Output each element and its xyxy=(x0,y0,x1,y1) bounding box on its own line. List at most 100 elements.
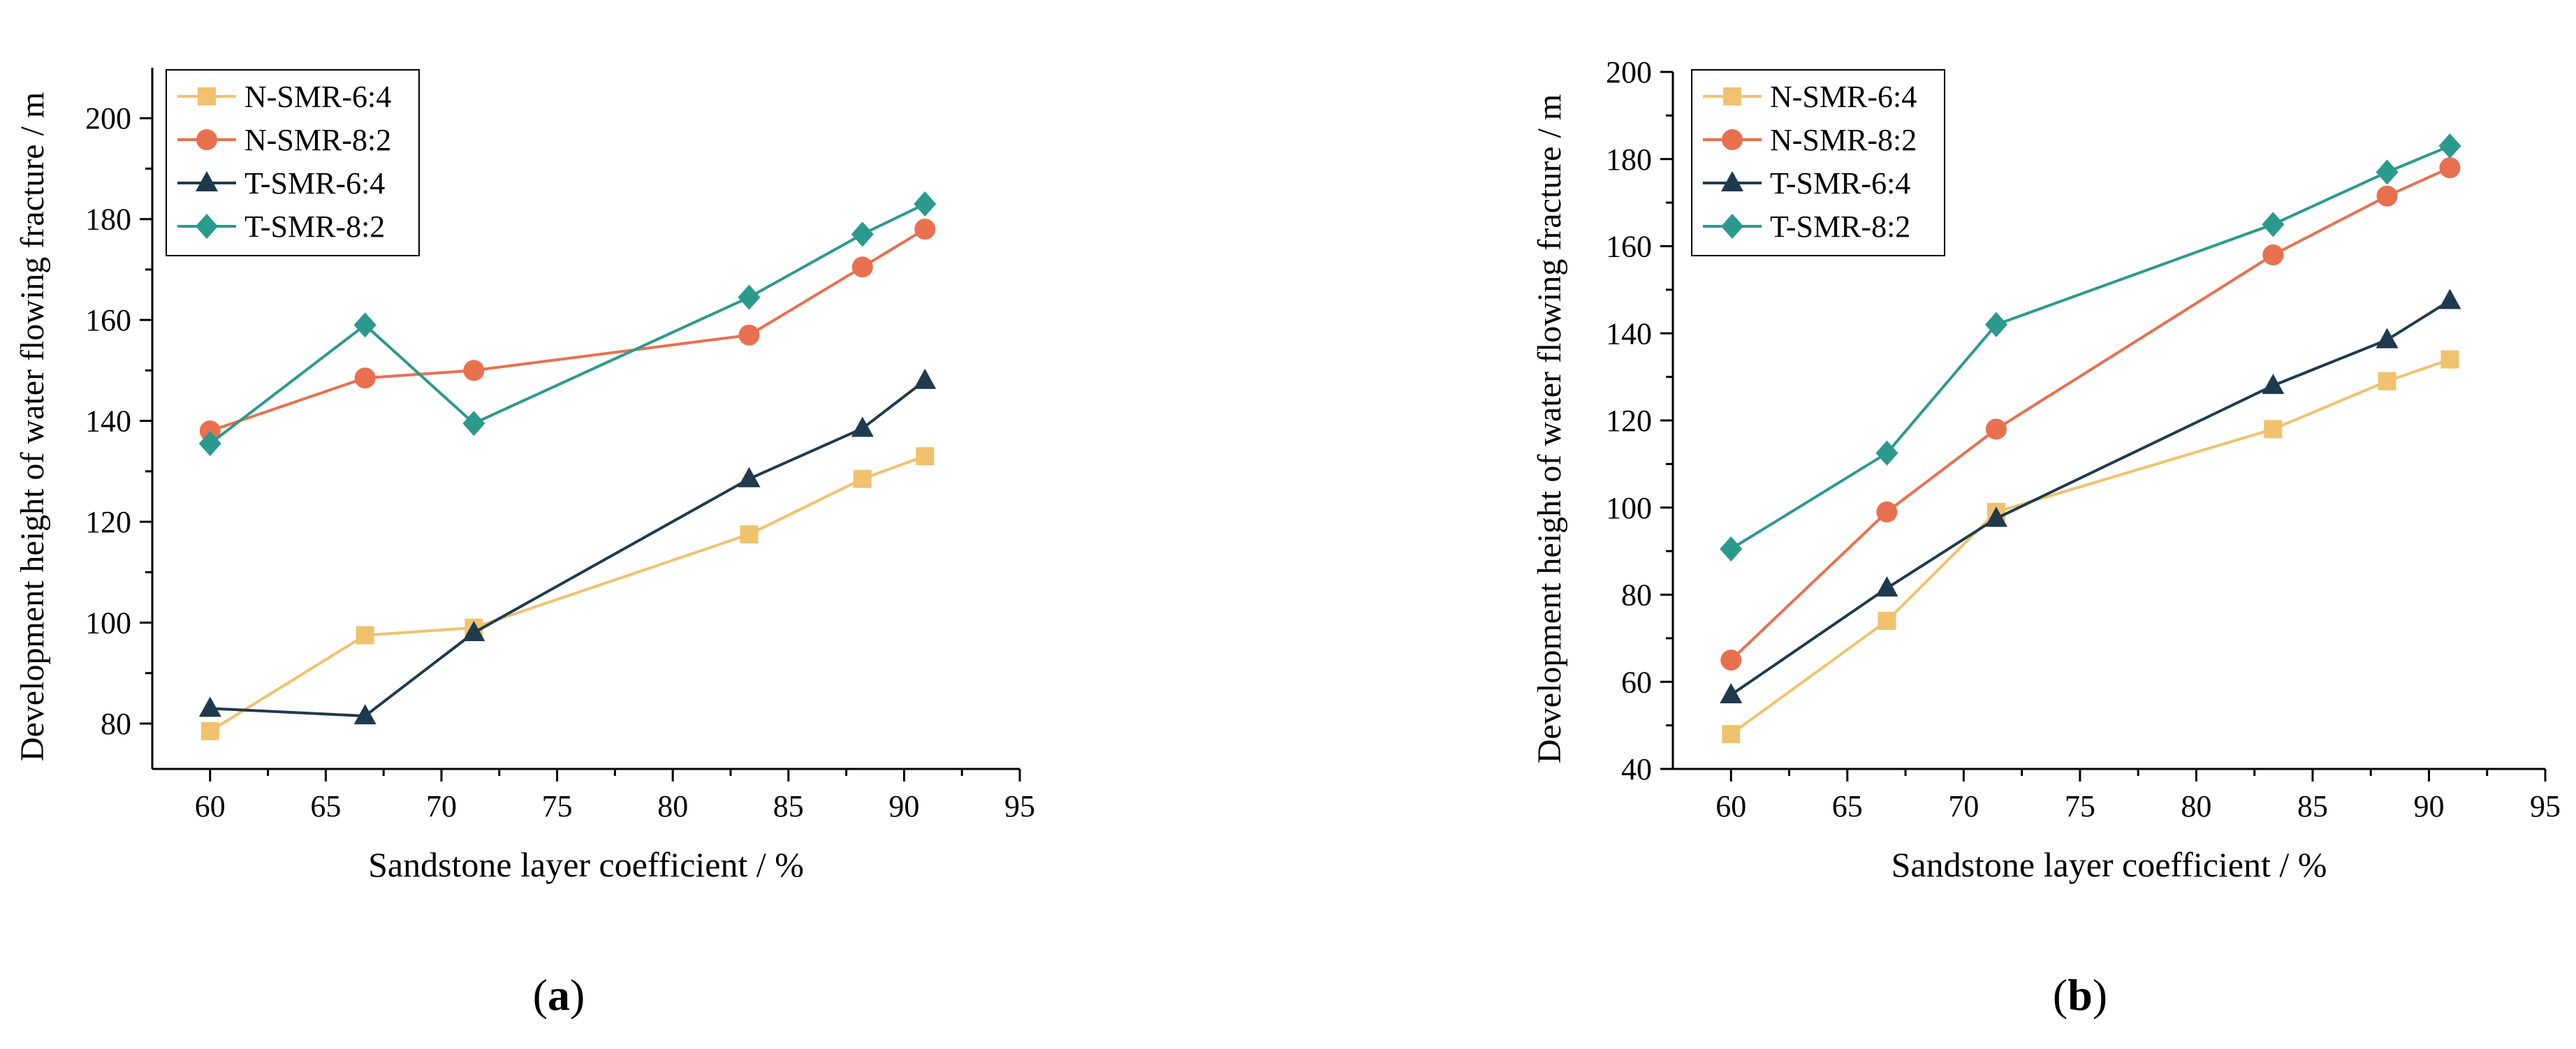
y-tick-label: 120 xyxy=(85,505,131,539)
panel-label-b: (b) xyxy=(2053,970,2107,1020)
x-tick-label: 70 xyxy=(1948,789,1979,823)
legend-label-T-SMR-8:2: T-SMR-8:2 xyxy=(244,210,385,244)
y-tick-label: 140 xyxy=(85,404,131,439)
legend-marker-N-SMR-8:2 xyxy=(1722,129,1743,150)
data-point-N-SMR-8:2-0 xyxy=(199,420,221,442)
data-point-T-SMR-6:4-2 xyxy=(462,620,485,641)
legend-label-T-SMR-8:2: T-SMR-8:2 xyxy=(1770,210,1910,244)
data-point-T-SMR-6:4-4 xyxy=(2376,328,2399,349)
y-tick-label: 100 xyxy=(85,606,131,640)
series-line-N-SMR-8:2 xyxy=(1729,166,2451,661)
data-point-T-SMR-6:4-0 xyxy=(1720,682,1743,703)
legend: N-SMR-6:4 N-SMR-8:2 T-SMR-6:4 T-SMR-8:2 xyxy=(166,69,420,256)
x-tick-label: 95 xyxy=(1004,789,1035,823)
chart-panel-b: 60 65 70 75 80 85 90 95 40 60 80 100 120 140 160 180 200… xyxy=(1531,55,2561,1020)
panel-label-a: (a) xyxy=(533,970,585,1020)
data-point-N-SMR-6:4-0 xyxy=(1722,725,1741,744)
legend-label-N-SMR-8:2: N-SMR-8:2 xyxy=(1770,123,1917,157)
data-point-T-SMR-8:2-4 xyxy=(2376,159,2399,185)
data-point-T-SMR-6:4-0 xyxy=(198,696,221,717)
y-axis-title: Development height of water flowing frac… xyxy=(1531,94,1568,763)
legend-marker-T-SMR-8:2 xyxy=(1721,214,1743,239)
legend-marker-N-SMR-8:2 xyxy=(196,129,217,150)
data-point-N-SMR-6:4-4 xyxy=(2378,372,2396,390)
data-point-T-SMR-8:2-3 xyxy=(738,284,761,310)
y-tick-label: 40 xyxy=(1621,752,1652,786)
y-axis-title: Development height of water flowing frac… xyxy=(14,92,51,761)
data-point-T-SMR-8:2-1 xyxy=(1875,440,1898,466)
data-point-N-SMR-8:2-2 xyxy=(463,360,485,381)
x-tick-label: 95 xyxy=(2530,789,2561,823)
y-tick-label: 160 xyxy=(1606,230,1652,264)
legend-label-N-SMR-6:4: N-SMR-6:4 xyxy=(244,80,391,114)
series-line-N-SMR-8:2 xyxy=(210,228,926,432)
data-point-T-SMR-8:2-0 xyxy=(198,431,221,457)
data-point-N-SMR-8:2-2 xyxy=(1985,418,2007,440)
data-point-N-SMR-6:4-5 xyxy=(916,447,935,466)
y-tick-label: 200 xyxy=(1606,55,1652,89)
y-tick-label: 200 xyxy=(85,101,131,135)
x-tick-label: 85 xyxy=(2297,789,2328,823)
data-point-N-SMR-6:4-1 xyxy=(356,626,374,645)
data-point-T-SMR-8:2-5 xyxy=(914,191,937,217)
x-tick-label: 90 xyxy=(888,789,919,823)
data-point-T-SMR-6:4-5 xyxy=(914,368,937,389)
data-point-T-SMR-8:2-4 xyxy=(851,221,874,247)
x-tick-label: 75 xyxy=(2065,789,2095,823)
x-tick-label: 70 xyxy=(426,789,457,823)
x-tick-label: 80 xyxy=(2181,789,2211,823)
chart-panel-a: 60 65 70 75 80 85 90 95 80 100 120 140 160 180 200 Sand… xyxy=(14,68,1035,1020)
x-tick-label: 75 xyxy=(542,789,573,823)
y-tick-label: 80 xyxy=(101,707,131,741)
y-tick-label: 120 xyxy=(1606,404,1652,438)
x-axis-title: Sandstone layer coefficient / % xyxy=(1891,845,2327,884)
data-point-T-SMR-6:4-2 xyxy=(1984,506,2007,527)
data-point-N-SMR-8:2-4 xyxy=(851,256,873,278)
y-tick-label: 80 xyxy=(1621,578,1652,612)
data-point-T-SMR-8:2-2 xyxy=(1984,311,2007,337)
data-point-T-SMR-6:4-1 xyxy=(353,704,376,725)
x-tick-label: 60 xyxy=(195,789,226,823)
data-point-T-SMR-6:4-5 xyxy=(2438,288,2461,309)
series-line-T-SMR-6:4 xyxy=(1730,299,2451,696)
legend-marker-T-SMR-6:4 xyxy=(196,171,218,191)
x-tick-label: 85 xyxy=(773,789,804,823)
data-point-N-SMR-6:4-0 xyxy=(200,721,219,740)
x-tick-label: 65 xyxy=(1832,789,1863,823)
x-tick-label: 80 xyxy=(657,789,688,823)
legend: N-SMR-6:4 N-SMR-8:2 T-SMR-6:4 T-SMR-8:2 xyxy=(1691,69,1945,256)
series-line-N-SMR-6:4 xyxy=(209,455,925,733)
data-point-N-SMR-8:2-0 xyxy=(1720,650,1742,671)
legend-marker-N-SMR-6:4 xyxy=(198,87,216,105)
data-point-N-SMR-8:2-1 xyxy=(1876,501,1898,522)
x-axis-title: Sandstone layer coefficient / % xyxy=(368,845,804,884)
legend-label-N-SMR-8:2: N-SMR-8:2 xyxy=(244,123,391,157)
data-point-T-SMR-6:4-3 xyxy=(2262,374,2285,395)
y-tick-label: 180 xyxy=(1606,142,1652,177)
data-point-T-SMR-6:4-3 xyxy=(738,467,761,487)
data-point-T-SMR-8:2-0 xyxy=(1720,536,1743,562)
data-point-N-SMR-6:4-4 xyxy=(853,469,872,488)
x-tick-label: 60 xyxy=(1715,789,1746,823)
legend-label-T-SMR-6:4: T-SMR-6:4 xyxy=(1770,166,1910,200)
data-point-N-SMR-6:4-3 xyxy=(2264,420,2283,439)
y-tick-label: 100 xyxy=(1606,491,1652,525)
data-point-N-SMR-6:4-1 xyxy=(1878,611,1896,630)
series-line-T-SMR-8:2 xyxy=(1730,145,2451,550)
data-point-N-SMR-8:2-5 xyxy=(2439,157,2461,179)
series-line-T-SMR-8:2 xyxy=(209,203,926,445)
legend-marker-T-SMR-8:2 xyxy=(196,214,218,239)
data-point-T-SMR-8:2-3 xyxy=(2262,212,2285,237)
series-line-N-SMR-6:4 xyxy=(1730,358,2451,735)
data-point-N-SMR-8:2-4 xyxy=(2376,185,2398,207)
y-tick-label: 60 xyxy=(1621,665,1652,699)
legend-marker-T-SMR-6:4 xyxy=(1721,171,1743,191)
data-point-N-SMR-8:2-5 xyxy=(914,219,936,240)
data-point-N-SMR-8:2-3 xyxy=(2262,244,2284,265)
data-point-T-SMR-8:2-1 xyxy=(353,312,376,338)
data-point-N-SMR-8:2-1 xyxy=(354,367,376,389)
y-tick-label: 180 xyxy=(85,203,131,237)
y-tick-label: 160 xyxy=(85,303,131,337)
legend-label-T-SMR-6:4: T-SMR-6:4 xyxy=(244,166,385,200)
data-point-N-SMR-6:4-5 xyxy=(2440,350,2459,369)
